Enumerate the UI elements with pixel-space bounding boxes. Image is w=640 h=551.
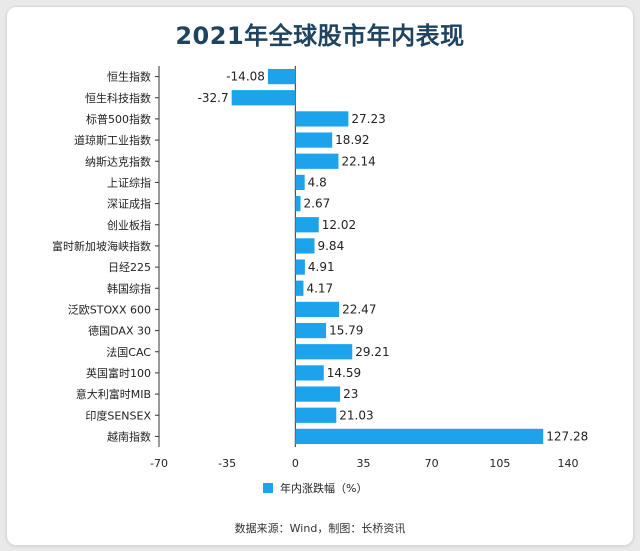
category-label: 法国CAC xyxy=(106,345,151,359)
bar xyxy=(267,68,296,85)
value-label: 127.28 xyxy=(546,429,588,443)
value-label: 29.21 xyxy=(355,345,389,359)
value-label: 23 xyxy=(343,387,358,401)
value-label: 2.67 xyxy=(304,197,331,211)
category-label: 恒生科技指数 xyxy=(85,91,151,105)
bar xyxy=(231,90,296,106)
chart-card xyxy=(6,6,634,546)
category-label: 富时新加坡海峡指数 xyxy=(52,239,151,253)
value-label: -32.7 xyxy=(198,91,229,105)
value-label: 4.8 xyxy=(308,175,327,189)
bar xyxy=(295,280,304,296)
bar xyxy=(295,259,305,275)
x-tick-label: -70 xyxy=(150,457,168,470)
category-label: 恒生指数 xyxy=(107,70,151,84)
category-label: 纳斯达克指数 xyxy=(85,154,151,168)
bar xyxy=(295,386,341,402)
bar xyxy=(295,217,319,233)
bar xyxy=(295,153,339,169)
value-label: 21.03 xyxy=(339,408,373,422)
bar xyxy=(295,111,349,127)
category-label: 标普500指数 xyxy=(86,112,151,126)
category-label: 韩国综指 xyxy=(107,281,151,295)
category-label: 泛欧STOXX 600 xyxy=(68,303,151,316)
value-label: 12.02 xyxy=(322,218,356,232)
category-label: 越南指数 xyxy=(107,429,151,443)
category-label: 深证成指 xyxy=(107,197,151,211)
x-tick-label: 0 xyxy=(292,457,299,470)
bar xyxy=(295,174,305,191)
value-label: 9.84 xyxy=(317,239,344,253)
value-label: 15.79 xyxy=(329,324,363,338)
category-label: 印度SENSEX xyxy=(85,408,151,422)
x-tick-label: -35 xyxy=(218,457,236,470)
bar xyxy=(295,132,333,148)
category-label: 英国富时100 xyxy=(86,366,151,380)
x-tick-label: 70 xyxy=(425,457,439,470)
chart-title: 2021年全球股市年内表现 xyxy=(175,22,465,50)
value-label: 4.91 xyxy=(308,260,335,274)
source-note: 数据来源：Wind，制图：长桥资讯 xyxy=(234,522,406,535)
value-label: 4.17 xyxy=(306,281,333,295)
category-label: 上证综指 xyxy=(107,175,151,189)
legend-swatch xyxy=(263,483,273,493)
value-label: 18.92 xyxy=(335,133,369,147)
value-label: -14.08 xyxy=(226,70,265,84)
value-label: 22.47 xyxy=(342,302,376,316)
x-tick-label: 35 xyxy=(357,457,371,470)
value-label: 22.14 xyxy=(341,154,375,168)
bar xyxy=(295,428,544,445)
value-label: 27.23 xyxy=(351,112,385,126)
legend-label: 年内涨跌幅（%） xyxy=(280,481,367,495)
category-label: 意大利富时MIB xyxy=(76,387,151,401)
bar xyxy=(295,365,324,381)
category-label: 道琼斯工业指数 xyxy=(74,133,151,147)
x-tick-label: 140 xyxy=(558,457,579,470)
category-label: 日经225 xyxy=(108,261,151,274)
value-label: 14.59 xyxy=(327,366,361,380)
category-label: 创业板指 xyxy=(107,218,151,232)
bar xyxy=(295,344,353,360)
category-label: 德国DAX 30 xyxy=(88,324,151,338)
bar xyxy=(295,322,327,339)
bar xyxy=(295,301,340,318)
bar xyxy=(295,195,301,212)
bar xyxy=(295,238,315,254)
x-tick-label: 105 xyxy=(489,457,510,470)
bar xyxy=(295,407,337,423)
